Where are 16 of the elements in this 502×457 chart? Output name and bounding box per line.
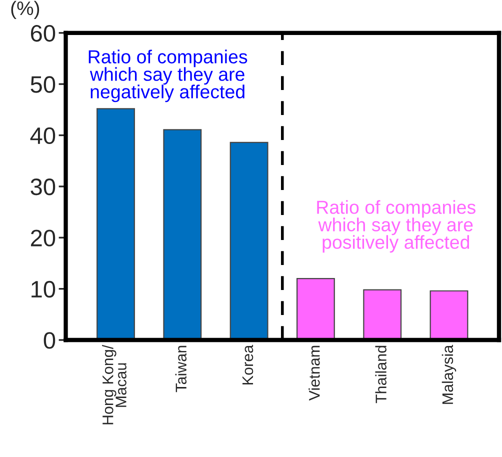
x-tick-label: Hong Kong/ Macau: [102, 344, 126, 424]
annotation: Ratio of companies which say they are negatively affected: [88, 50, 248, 102]
y-tick-label: 30: [30, 178, 56, 196]
annotation: Ratio of companies which say they are positively affected: [317, 200, 476, 253]
y-tick-label: 0: [44, 332, 56, 349]
y-tick-label: 20: [30, 230, 56, 246]
x-tick-label: Malaysia: [442, 344, 456, 404]
x-tick-label: Vietnam: [308, 346, 320, 401]
y-tick-label: 50: [30, 76, 56, 93]
x-tick-label: Thailand: [375, 346, 386, 404]
x-tick-label: Korea: [242, 344, 254, 384]
y-tick-label: 10: [32, 280, 56, 298]
y-tick-label: 60: [30, 24, 56, 42]
x-tick-label: Taiwan: [175, 346, 186, 392]
y-axis-title: (%): [11, 0, 40, 20]
y-tick-label: 40: [30, 127, 56, 144]
